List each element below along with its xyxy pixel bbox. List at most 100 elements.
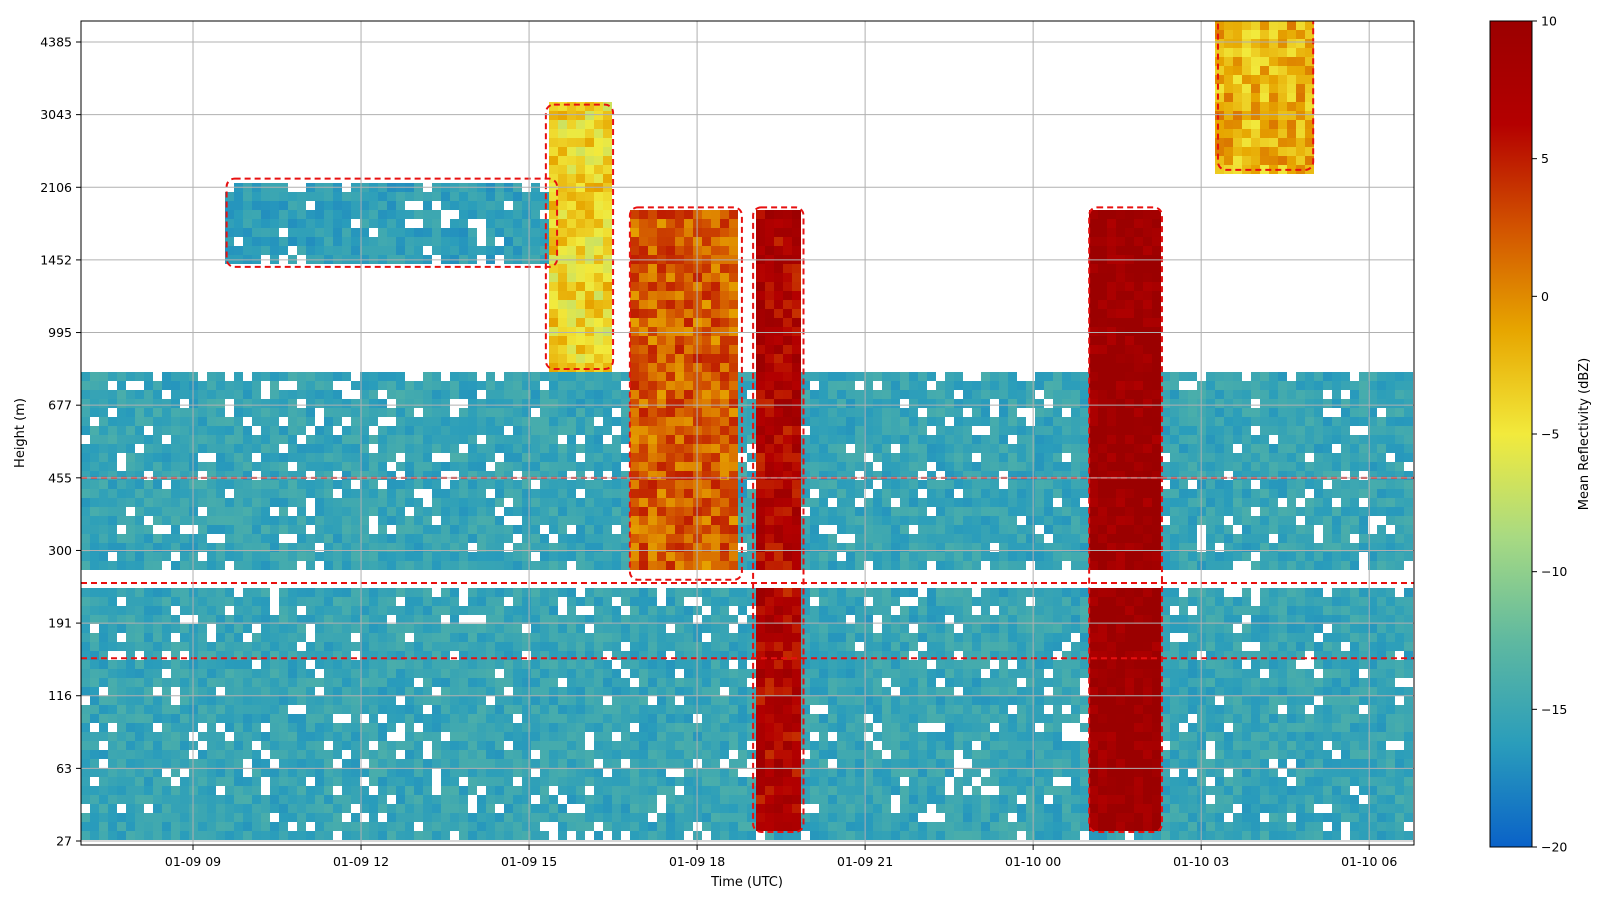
heatmap-cell xyxy=(729,462,738,471)
heatmap-cell xyxy=(198,750,207,759)
heatmap-cell xyxy=(828,453,837,462)
heatmap-cell xyxy=(270,804,279,813)
heatmap-cell xyxy=(216,480,225,489)
heatmap-cell xyxy=(396,417,405,426)
heatmap-cell xyxy=(171,795,180,804)
heatmap-cell xyxy=(792,759,801,768)
heatmap-cell xyxy=(765,822,774,831)
heatmap-cell xyxy=(270,714,279,723)
heatmap-cell xyxy=(648,336,657,345)
heatmap-cell xyxy=(495,786,504,795)
heatmap-cell xyxy=(432,642,441,651)
heatmap-cell xyxy=(864,417,873,426)
heatmap-cell xyxy=(369,597,378,606)
heatmap-cell xyxy=(666,309,675,318)
heatmap-cell xyxy=(360,390,369,399)
heatmap-cell xyxy=(351,246,360,255)
heatmap-cell xyxy=(576,228,585,237)
heatmap-cell xyxy=(576,471,585,480)
heatmap-cell xyxy=(630,336,639,345)
heatmap-cell xyxy=(513,399,522,408)
heatmap-cell xyxy=(333,651,342,660)
heatmap-cell xyxy=(522,822,531,831)
heatmap-cell xyxy=(765,471,774,480)
heatmap-cell xyxy=(711,426,720,435)
heatmap-cell xyxy=(594,651,603,660)
heatmap-cell xyxy=(180,678,189,687)
heatmap-cell xyxy=(603,408,612,417)
heatmap-cell xyxy=(117,534,126,543)
heatmap-cell xyxy=(279,831,288,840)
heatmap-cell xyxy=(522,372,531,381)
heatmap-cell xyxy=(711,291,720,300)
heatmap-cell xyxy=(711,615,720,624)
heatmap-cell xyxy=(648,273,657,282)
heatmap-cell xyxy=(234,777,243,786)
heatmap-cell xyxy=(243,507,252,516)
heatmap-cell xyxy=(306,534,315,543)
heatmap-cell xyxy=(315,813,324,822)
heatmap-cell xyxy=(540,390,549,399)
heatmap-cell xyxy=(126,615,135,624)
heatmap-cell xyxy=(450,534,459,543)
heatmap-cell xyxy=(378,795,387,804)
heatmap-cell xyxy=(603,174,612,183)
heatmap-cell xyxy=(90,408,99,417)
heatmap-cell xyxy=(396,813,405,822)
heatmap-cell xyxy=(414,525,423,534)
heatmap-cell xyxy=(522,633,531,642)
heatmap-cell xyxy=(873,642,882,651)
heatmap-cell xyxy=(432,615,441,624)
heatmap-cell xyxy=(315,219,324,228)
heatmap-cell xyxy=(648,516,657,525)
heatmap-cell xyxy=(486,732,495,741)
heatmap-cell xyxy=(477,525,486,534)
heatmap-cell xyxy=(729,363,738,372)
heatmap-cell xyxy=(378,228,387,237)
heatmap-cell xyxy=(576,759,585,768)
heatmap-cell xyxy=(396,390,405,399)
heatmap-cell xyxy=(720,552,729,561)
heatmap-cell xyxy=(711,354,720,363)
heatmap-cell xyxy=(657,606,666,615)
heatmap-cell xyxy=(630,246,639,255)
heatmap-cell xyxy=(756,606,765,615)
heatmap-cell xyxy=(207,678,216,687)
heatmap-cell xyxy=(711,282,720,291)
heatmap-cell xyxy=(504,408,513,417)
heatmap-cell xyxy=(747,786,756,795)
heatmap-cell xyxy=(792,786,801,795)
heatmap-cell xyxy=(639,282,648,291)
heatmap-cell xyxy=(711,453,720,462)
heatmap-cell xyxy=(531,660,540,669)
heatmap-cell xyxy=(261,633,270,642)
heatmap-cell xyxy=(360,741,369,750)
heatmap-cell xyxy=(432,480,441,489)
heatmap-cell xyxy=(738,705,747,714)
heatmap-cell xyxy=(198,534,207,543)
heatmap-cell xyxy=(558,552,567,561)
heatmap-cell xyxy=(450,777,459,786)
heatmap-cell xyxy=(702,525,711,534)
heatmap-cell xyxy=(720,264,729,273)
heatmap-cell xyxy=(558,381,567,390)
heatmap-cell xyxy=(585,669,594,678)
heatmap-cell xyxy=(225,471,234,480)
heatmap-cell xyxy=(657,669,666,678)
heatmap-cell xyxy=(315,768,324,777)
heatmap-cell xyxy=(621,705,630,714)
heatmap-cell xyxy=(378,462,387,471)
heatmap-cell xyxy=(675,228,684,237)
heatmap-cell xyxy=(819,642,828,651)
heatmap-cell xyxy=(378,498,387,507)
heatmap-cell xyxy=(126,687,135,696)
heatmap-cell xyxy=(540,777,549,786)
heatmap-cell xyxy=(261,678,270,687)
heatmap-cell xyxy=(567,426,576,435)
heatmap-cell xyxy=(405,597,414,606)
heatmap-cell xyxy=(783,534,792,543)
heatmap-cell xyxy=(729,696,738,705)
heatmap-cell xyxy=(792,444,801,453)
heatmap-cell xyxy=(441,768,450,777)
heatmap-cell xyxy=(801,453,810,462)
